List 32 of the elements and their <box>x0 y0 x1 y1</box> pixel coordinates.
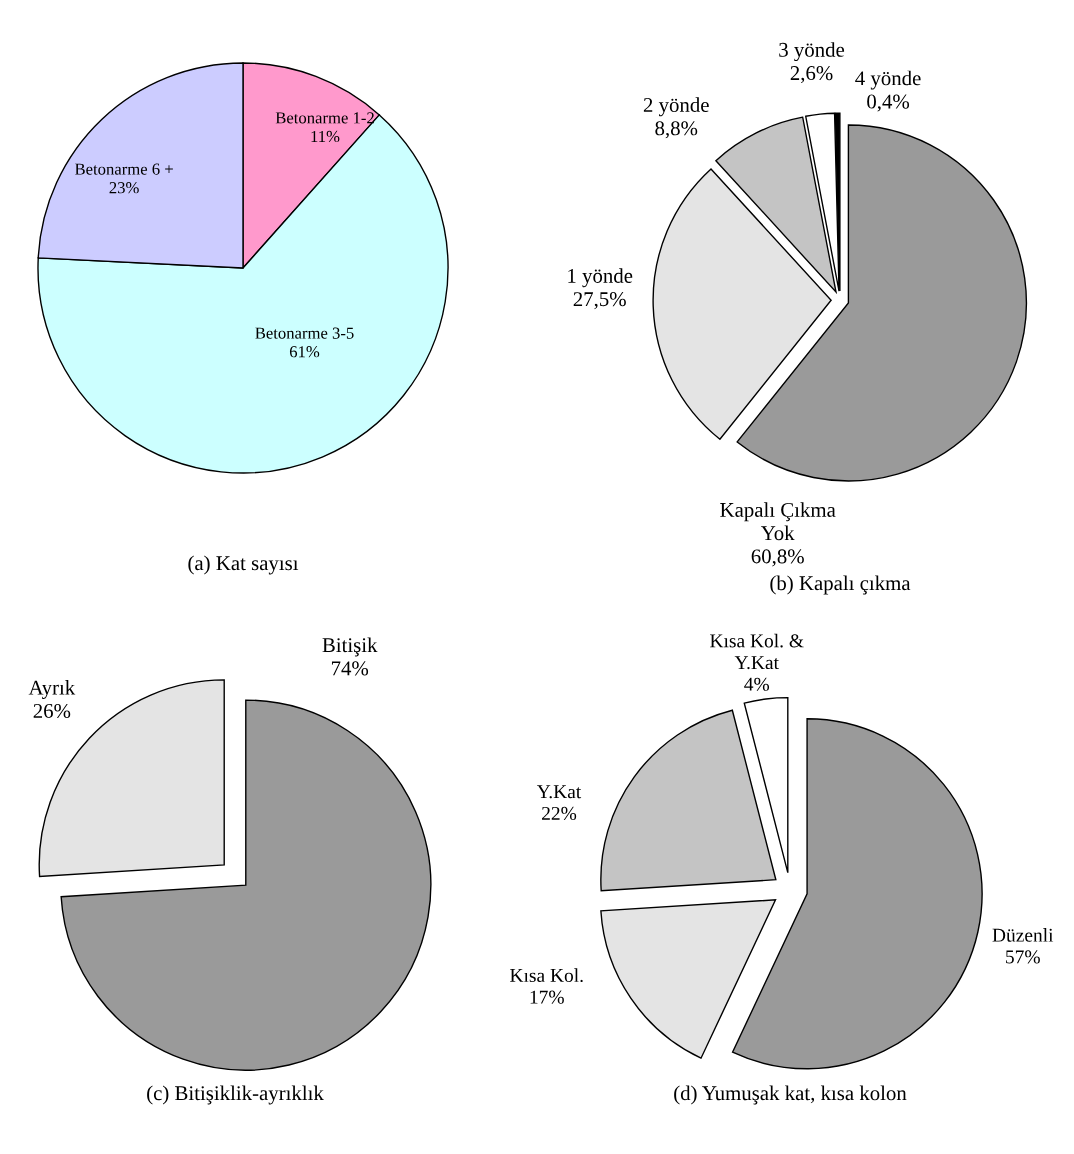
data-label: 8,8% <box>655 121 698 139</box>
text: (b) Kapalı çıkma <box>770 575 911 595</box>
text: (a) Kat sayısı <box>188 555 299 575</box>
data-label: 60,8% <box>751 549 804 567</box>
slice-label: 4 yönde <box>855 70 921 90</box>
slice-label: Kısa Kol. <box>510 968 583 983</box>
data-label: 57% <box>1006 950 1040 964</box>
slice-label: Betonarme 1-2 <box>275 112 374 124</box>
data-label: 11% <box>311 130 340 143</box>
slice-label: Betonarme 3-5 <box>255 327 354 339</box>
slice-label: Ayrık <box>28 680 76 699</box>
data-label: 74% <box>331 661 369 676</box>
data-label: 17% <box>530 990 564 1004</box>
slice-label: Kapalı Çıkma Yok <box>720 502 836 541</box>
data-label: 26% <box>33 703 71 719</box>
slice-label: Y.Kat <box>536 785 582 799</box>
slice-label: Kısa Kol. & Y.Kat <box>710 633 804 670</box>
text: (c) Bitişiklik-ayrıklık <box>147 1085 324 1105</box>
data-label: 61% <box>289 346 320 358</box>
data-label: 2,6% <box>790 66 833 84</box>
slice-label: 1 yönde <box>568 268 633 288</box>
data-label: 22% <box>542 806 577 821</box>
slice-label: 3 yönde <box>779 42 845 62</box>
slice-label: 2 yönde <box>643 97 709 117</box>
slice-label: Betonarme 6 + <box>74 163 173 175</box>
data-label: 23% <box>109 182 139 194</box>
data-label: 0,4% <box>867 94 910 112</box>
slice-label: Bitişik <box>322 637 378 657</box>
data-label: 4% <box>744 677 770 691</box>
data-label: 27,5% <box>573 292 626 310</box>
slice-label: Düzenli <box>992 928 1054 942</box>
text: (d) Yumuşak kat, kısa kolon <box>674 1085 907 1105</box>
